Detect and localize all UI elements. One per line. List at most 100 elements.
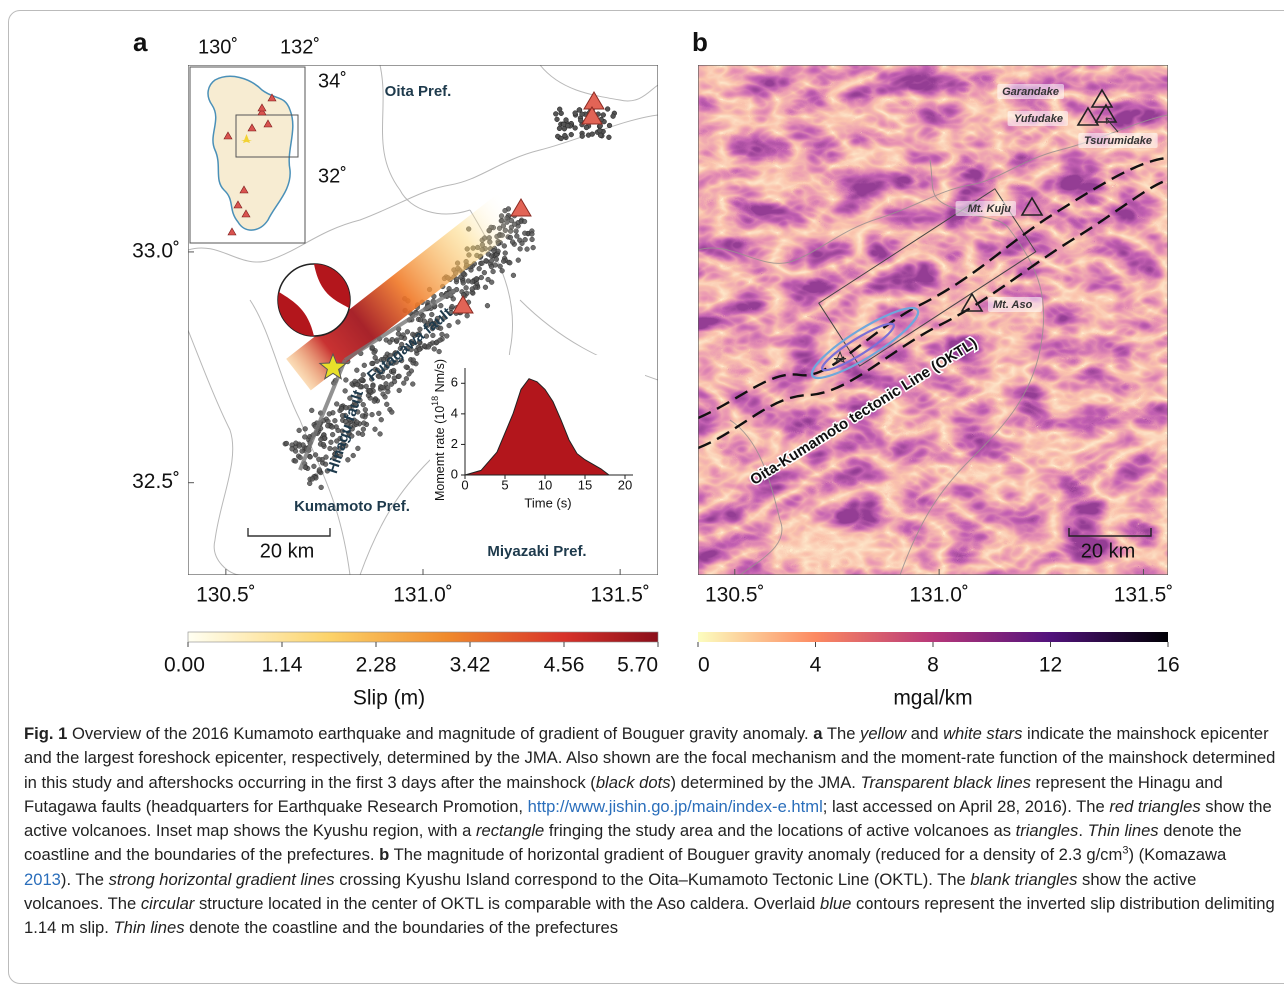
aftershock [328, 439, 334, 445]
fault-trace [343, 288, 457, 362]
aftershock [296, 427, 302, 434]
y-axis-label-part: Momemt rate (10 [433, 406, 447, 501]
aftershock [425, 322, 431, 328]
inset-volcano [233, 200, 243, 209]
caption-text: show the active volcanoes. Inset map sho… [24, 796, 1272, 841]
aftershock [360, 402, 366, 408]
aftershock [343, 418, 349, 425]
map-b [698, 65, 1168, 575]
caption-text[interactable]: 2013 [24, 869, 61, 889]
aftershock [524, 246, 530, 252]
aftershock [309, 476, 315, 482]
aftershock [517, 246, 523, 252]
aftershock [568, 131, 574, 138]
caption-text: structure located in the center of OKTL … [194, 894, 820, 914]
aftershock [343, 377, 349, 383]
x-tick-label: 130.5˚ [196, 584, 256, 607]
caption-text: represent the Hinagu and Futagawa faults… [24, 772, 1223, 816]
aftershock [324, 468, 331, 474]
aftershock [299, 448, 305, 454]
colorbar-title: mgal/km [893, 687, 972, 710]
caption-text: strong horizontal gradient lines [108, 869, 335, 889]
caption-text[interactable]: http://www.jishin.go.jp/main/index-e.htm… [527, 796, 823, 816]
aftershock [369, 411, 375, 418]
aftershock [359, 413, 366, 419]
caption: Fig. 1 Overview of the 2016 Kumamoto ear… [24, 722, 1276, 941]
aftershock [387, 352, 393, 359]
colorbar-title: Slip (m) [353, 687, 425, 710]
x-tick-label: 20 [618, 477, 632, 492]
panel-label: a [133, 27, 148, 57]
aftershock [361, 362, 367, 368]
aftershock [342, 388, 348, 394]
aftershock [350, 452, 356, 459]
y-tick-label: 33.0˚ [132, 239, 180, 262]
aftershock [556, 125, 563, 132]
colorbar-gravity [698, 632, 1168, 642]
inset-volcano [263, 119, 273, 128]
caption-text: Thin lines [113, 918, 185, 938]
aftershock [371, 349, 377, 356]
aftershock [355, 445, 361, 452]
aftershock [297, 454, 303, 461]
aftershock [597, 128, 603, 134]
volcano [581, 106, 603, 125]
y-tick-label: 0 [451, 466, 458, 481]
aftershock [437, 337, 443, 343]
aftershock [572, 125, 578, 131]
aftershock [476, 266, 482, 272]
aftershock [389, 409, 395, 415]
caption-text: red triangles [1109, 796, 1201, 816]
caption-text: triangles [1015, 821, 1079, 841]
inset-tick-label: 32˚ [318, 165, 347, 187]
inset-tick-label: 130˚ [198, 36, 238, 58]
aftershock [519, 240, 525, 247]
caption-text: a [813, 724, 823, 743]
aftershock [460, 280, 466, 286]
aftershock [355, 409, 361, 415]
colorbar-tick-label: 2.28 [356, 654, 397, 677]
aftershock [316, 467, 323, 473]
aftershock [460, 271, 466, 277]
aftershock [553, 111, 559, 117]
aftershock [339, 412, 346, 419]
aftershock [606, 134, 612, 140]
aftershock [361, 420, 367, 426]
caption-text: crossing Kyushu Island correspond to the… [334, 869, 971, 889]
colorbar-tick-label: 1.14 [262, 654, 303, 677]
aftershock [491, 248, 497, 254]
volcano [1090, 88, 1114, 108]
scale-bar-label: 20 km [1081, 540, 1135, 562]
aftershock [325, 418, 331, 425]
aftershock [441, 315, 447, 321]
aftershock [522, 230, 528, 236]
caption-text: ) (Komazawa [1128, 845, 1227, 865]
aftershock [332, 418, 338, 424]
caption-text: denote the coastline and the boundaries … [184, 918, 619, 938]
aftershock [416, 339, 423, 345]
inset-tick-label: 34˚ [318, 70, 347, 92]
y-axis-label: Momemt rate (1018 Nm/s) [430, 359, 447, 501]
aftershock [372, 426, 378, 432]
colorbar-tick-label: 4 [810, 654, 822, 677]
aftershock [604, 106, 611, 112]
aftershock [500, 258, 507, 264]
aftershock [410, 331, 416, 338]
aftershock [312, 452, 319, 458]
aftershock [369, 344, 375, 351]
aftershock [359, 377, 365, 383]
aftershock [497, 263, 503, 269]
caption-text: Overview of the 2016 Kumamoto earthquake… [67, 724, 814, 743]
aftershock [357, 397, 363, 403]
aftershock [329, 424, 335, 430]
aftershock [438, 303, 444, 309]
aftershock [554, 116, 560, 122]
caption-text: . [1078, 821, 1088, 841]
volcano [510, 198, 532, 217]
mainshock-star [318, 352, 348, 380]
aftershock [318, 436, 324, 443]
volcano-label: Garandake [1002, 86, 1059, 98]
aftershock [478, 274, 484, 281]
aftershock [363, 383, 369, 390]
